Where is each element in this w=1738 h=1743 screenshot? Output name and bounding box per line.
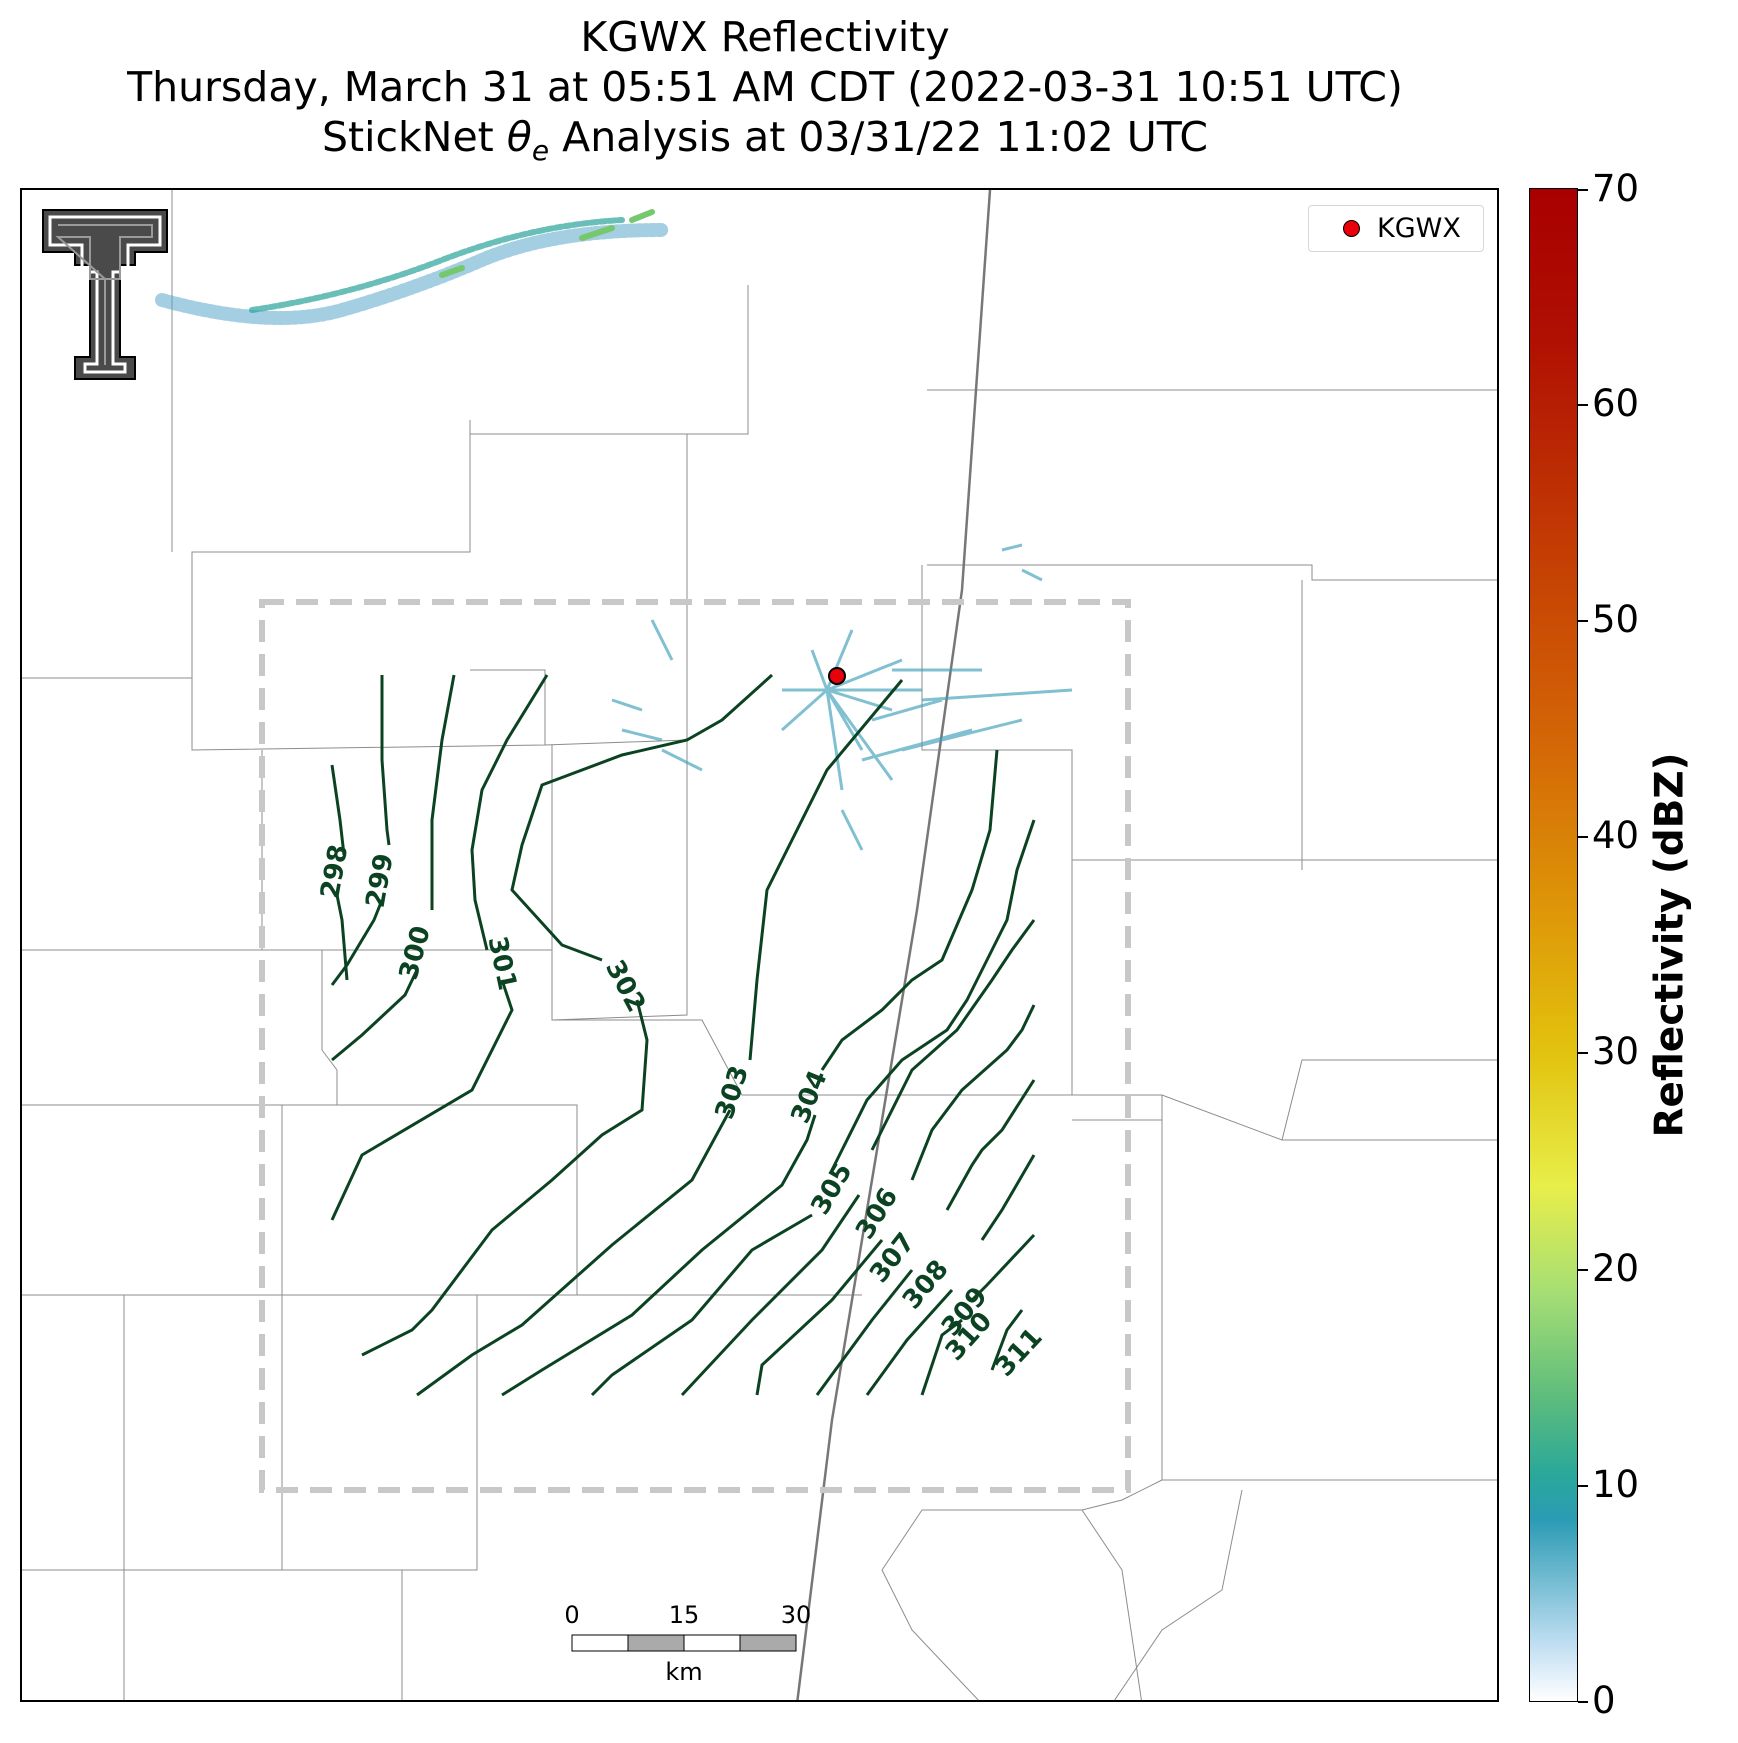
colorbar-title: Reflectivity (dBZ) xyxy=(1647,752,1693,1138)
title-block: KGWX Reflectivity Thursday, March 31 at … xyxy=(0,12,1530,176)
radar-marker-icon xyxy=(1343,220,1360,237)
colorbar-tick xyxy=(1578,836,1588,838)
state-line xyxy=(796,190,992,1700)
colorbar-label: 40 xyxy=(1592,814,1640,857)
texas-tech-logo xyxy=(40,207,170,391)
map-canvas: 298 299 300 301 302 303 304 305 306 307 … xyxy=(22,190,1497,1700)
map-subtitle-analysis: StickNet θe Analysis at 03/31/22 11:02 U… xyxy=(322,113,1208,168)
theta-e-contours xyxy=(330,673,1036,1397)
contour-label: 300 xyxy=(394,923,437,983)
contour-304 xyxy=(501,749,999,1397)
colorbar-tick xyxy=(1578,1701,1588,1703)
scale-bar: 0 15 30 km xyxy=(564,1601,811,1686)
scale-label-15: 15 xyxy=(669,1601,700,1629)
contour-label: 304 xyxy=(786,1066,834,1128)
map-title: KGWX Reflectivity xyxy=(580,13,950,61)
contour-299 xyxy=(330,675,391,986)
contour-311 xyxy=(990,1309,1024,1371)
contour-300 xyxy=(331,674,456,1062)
contour-label: 301 xyxy=(482,934,523,993)
colorbar-label: 0 xyxy=(1592,1679,1616,1722)
contour-298 xyxy=(330,764,349,981)
legend-label: KGWX xyxy=(1377,213,1461,244)
scale-unit: km xyxy=(665,1658,702,1686)
contour-310 xyxy=(920,1233,1036,1396)
colorbar-label: 50 xyxy=(1592,598,1640,641)
colorbar-label: 30 xyxy=(1592,1030,1640,1073)
radar-site-marker xyxy=(828,667,846,685)
contour-308 xyxy=(815,1079,1036,1396)
contour-label: 302 xyxy=(599,955,651,1017)
colorbar-tick xyxy=(1578,1269,1588,1271)
contour-302 xyxy=(361,673,774,1357)
contour-labels: 298 299 300 301 302 303 304 305 306 307 … xyxy=(315,842,1048,1382)
contour-label: 299 xyxy=(361,851,400,910)
scale-label-0: 0 xyxy=(564,1601,579,1629)
double-t-logo-icon xyxy=(42,209,168,380)
contour-301 xyxy=(330,674,549,1221)
contour-303 xyxy=(416,679,904,1397)
ground-clutter xyxy=(611,543,1073,851)
contour-label: 298 xyxy=(315,842,354,901)
colorbar-label: 20 xyxy=(1592,1247,1640,1290)
contour-label: 311 xyxy=(990,1322,1049,1382)
scale-label-30: 30 xyxy=(781,1601,812,1629)
map-panel[interactable]: 298 299 300 301 302 303 304 305 306 307 … xyxy=(20,188,1499,1702)
colorbar-tick xyxy=(1578,1485,1588,1487)
contour-307 xyxy=(755,1004,1036,1396)
contour-306 xyxy=(680,919,1036,1397)
analysis-domain-box xyxy=(259,599,1131,1493)
reflectivity-colorbar xyxy=(1529,188,1578,1702)
colorbar-tick xyxy=(1578,404,1588,406)
contour-label: 305 xyxy=(806,1158,859,1220)
contour-305 xyxy=(590,819,1036,1397)
colorbar-tick xyxy=(1578,1052,1588,1054)
colorbar-label: 70 xyxy=(1592,167,1640,210)
colorbar-tick xyxy=(1578,620,1588,622)
colorbar-tick xyxy=(1578,189,1588,191)
colorbar-label: 60 xyxy=(1592,382,1640,425)
map-subtitle-time: Thursday, March 31 at 05:51 AM CDT (2022… xyxy=(127,63,1403,111)
contour-label: 303 xyxy=(710,1062,755,1123)
radar-echoes xyxy=(155,209,669,325)
map-legend: KGWX xyxy=(1308,205,1484,252)
colorbar-label: 10 xyxy=(1592,1463,1640,1506)
contour-309 xyxy=(865,1154,1036,1396)
county-lines xyxy=(22,190,1497,1700)
